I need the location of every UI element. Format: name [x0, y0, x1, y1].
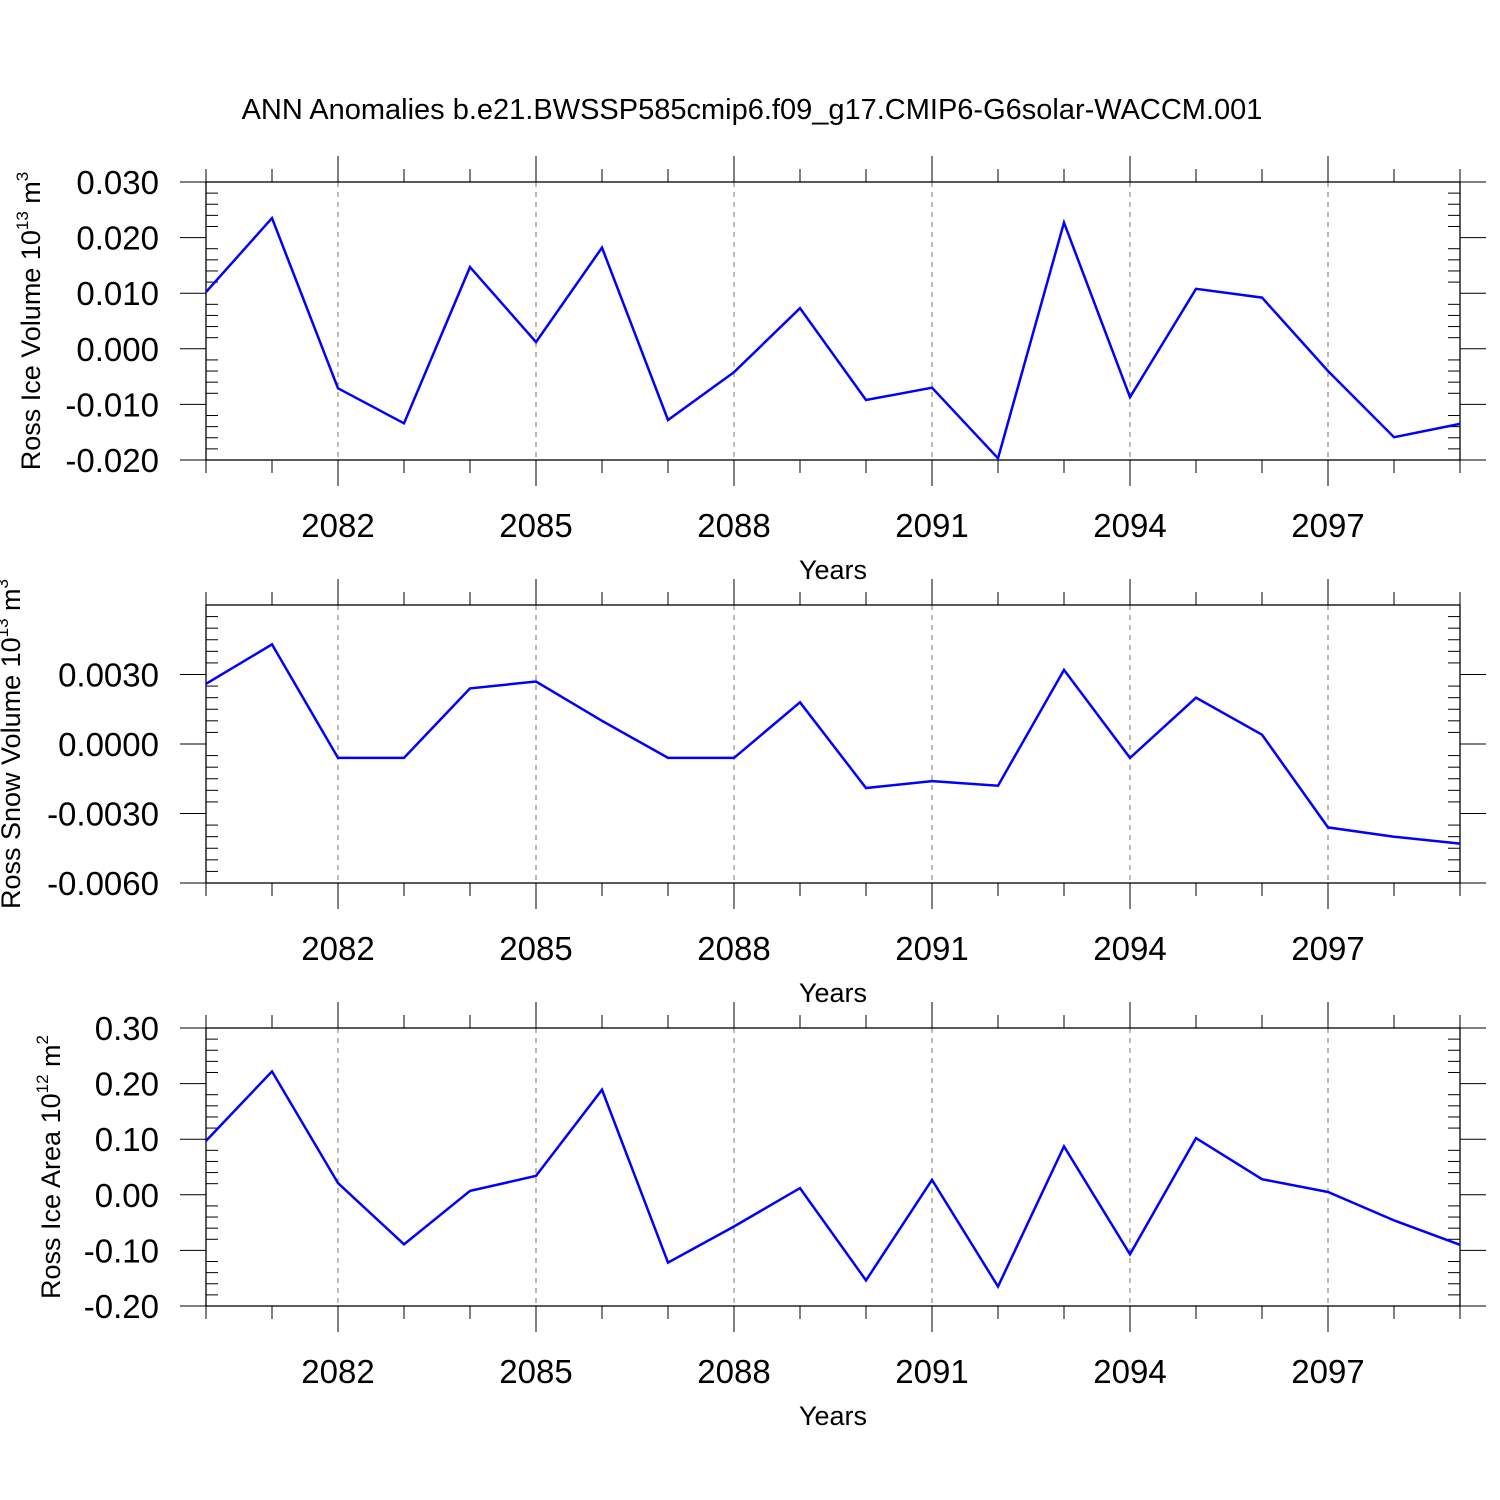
y-tick-label: 0.00 [95, 1177, 159, 1214]
y-axis-label: Ross Snow Volume 1013 m3 [0, 579, 26, 909]
panel-3: -0.20 -0.10 0.00 0.10 0.20 0.30 2082 2085 2088 20… [33, 1002, 1486, 1431]
y-tick-label: -0.020 [65, 442, 159, 479]
y-axis-label: Ross Ice Volume 1013 m3 [13, 172, 46, 471]
x-axis-label: Years [799, 1401, 867, 1431]
y-tick-label: -0.010 [65, 386, 159, 423]
y-tick-label: 0.10 [95, 1121, 159, 1158]
x-axis-label: Years [799, 978, 867, 1008]
y-tick-label: 0.0030 [58, 657, 159, 694]
x-tick-label: 2082 [301, 930, 374, 967]
panel-1: -0.020 -0.010 0.000 0.010 0.020 0.030 2082 2085… [13, 156, 1486, 585]
x-tick-label: 2082 [301, 507, 374, 544]
x-tick-label: 2085 [499, 1353, 572, 1390]
y-tick-label: -0.10 [84, 1232, 159, 1269]
y-tick-label: 0.000 [76, 331, 159, 368]
y-tick-label: -0.0030 [47, 796, 159, 833]
y-tick-label: -0.0060 [47, 865, 159, 902]
y-tick-label: -0.20 [84, 1288, 159, 1325]
series-line [205, 642, 1461, 845]
y-tick-label: 0.020 [76, 220, 159, 257]
x-tick-label: 2091 [895, 507, 968, 544]
y-axis-label: Ross Ice Area 1012 m2 [33, 1035, 66, 1299]
y-tick-label: 0.030 [76, 164, 159, 201]
x-tick-label: 2097 [1291, 507, 1364, 544]
plot-frame [205, 1027, 1461, 1307]
x-axis-label: Years [799, 555, 867, 585]
x-tick-label: 2088 [697, 507, 770, 544]
x-tick-label: 2097 [1291, 1353, 1364, 1390]
series-line [205, 215, 1461, 461]
x-tick-label: 2094 [1093, 1353, 1166, 1390]
x-tick-label: 2091 [895, 1353, 968, 1390]
x-tick-label: 2085 [499, 507, 572, 544]
panel-2: -0.0060 -0.0030 0.0000 0.0030 2082 2085 2088 20… [0, 579, 1486, 1008]
y-tick-label: 0.0000 [58, 726, 159, 763]
x-tick-label: 2091 [895, 930, 968, 967]
x-tick-label: 2094 [1093, 930, 1166, 967]
y-tick-label: 0.010 [76, 275, 159, 312]
y-tick-label: 0.20 [95, 1066, 159, 1103]
series-line [205, 1069, 1461, 1290]
x-tick-label: 2082 [301, 1353, 374, 1390]
x-tick-label: 2088 [697, 930, 770, 967]
x-tick-label: 2088 [697, 1353, 770, 1390]
plot-frame [205, 181, 1461, 461]
x-tick-label: 2097 [1291, 930, 1364, 967]
y-tick-label: 0.30 [95, 1010, 159, 1047]
chart-title: ANN Anomalies b.e21.BWSSP585cmip6.f09_g1… [242, 94, 1263, 126]
x-tick-label: 2085 [499, 930, 572, 967]
x-tick-label: 2094 [1093, 507, 1166, 544]
